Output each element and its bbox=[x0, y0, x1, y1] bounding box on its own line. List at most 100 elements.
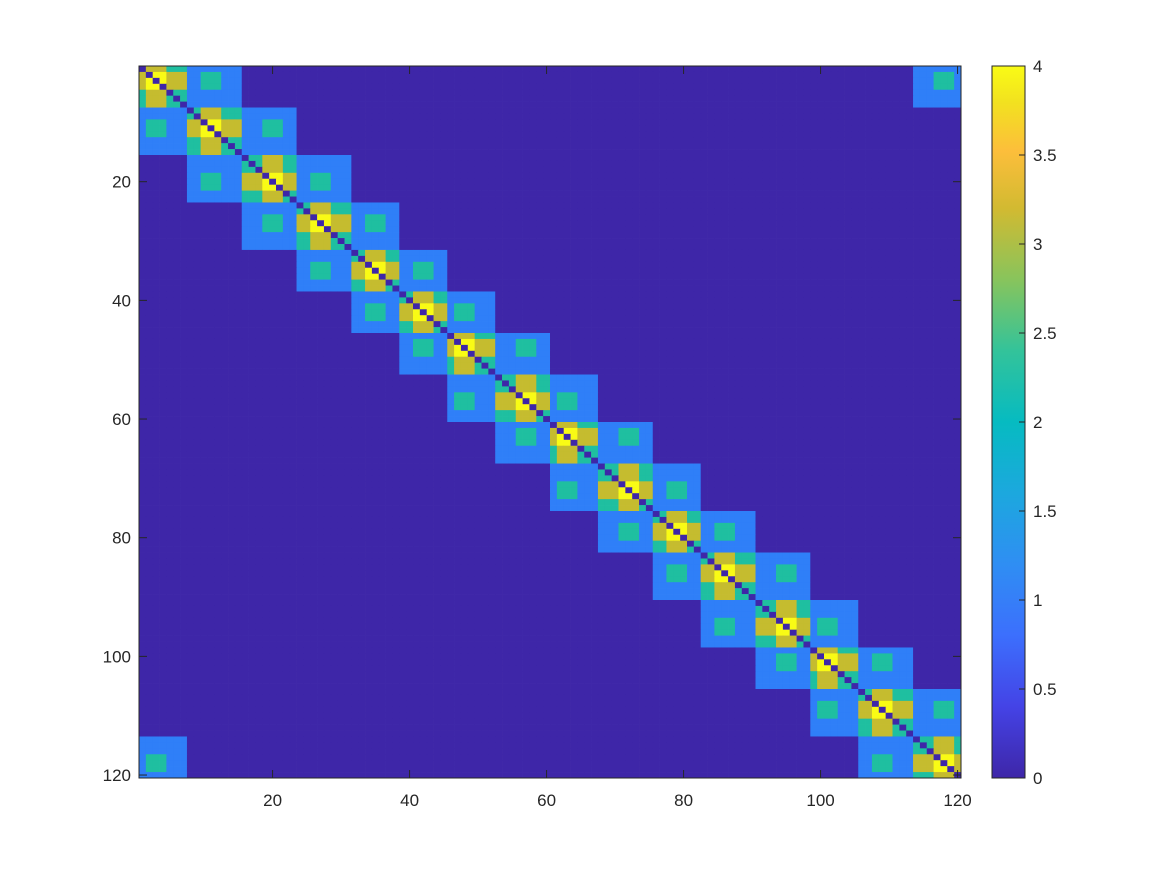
heatmap-cell bbox=[152, 160, 160, 168]
heatmap-cell bbox=[214, 178, 222, 186]
heatmap-cell bbox=[645, 232, 654, 239]
heatmap-cell bbox=[625, 273, 633, 280]
heatmap-cell bbox=[344, 172, 352, 180]
heatmap-cell bbox=[276, 89, 284, 97]
heatmap-cell bbox=[673, 214, 681, 221]
heatmap-cell bbox=[255, 273, 263, 280]
heatmap-cell bbox=[406, 149, 414, 156]
heatmap-cell bbox=[782, 77, 791, 85]
heatmap-cell bbox=[652, 143, 660, 150]
heatmap-cell bbox=[741, 202, 749, 209]
heatmap-cell bbox=[625, 285, 633, 292]
heatmap-cell bbox=[440, 309, 448, 316]
heatmap-cell bbox=[323, 172, 332, 180]
heatmap-cell bbox=[734, 279, 743, 286]
heatmap-cell bbox=[954, 77, 962, 85]
heatmap-cell bbox=[365, 113, 373, 120]
heatmap-cell bbox=[180, 232, 188, 239]
heatmap-cell bbox=[296, 214, 304, 221]
heatmap-cell bbox=[659, 303, 667, 310]
heatmap-cell bbox=[139, 143, 147, 150]
heatmap-cell bbox=[344, 273, 352, 280]
heatmap-cell bbox=[536, 285, 544, 292]
heatmap-cell bbox=[878, 297, 886, 304]
heatmap-cell bbox=[919, 66, 928, 73]
heatmap-cell bbox=[755, 131, 763, 138]
heatmap-cell bbox=[515, 202, 523, 209]
heatmap-cell bbox=[899, 160, 907, 168]
heatmap-cell bbox=[837, 291, 845, 298]
heatmap-cell bbox=[159, 83, 167, 91]
heatmap-cell bbox=[460, 172, 469, 180]
heatmap-cell bbox=[502, 160, 510, 168]
heatmap-cell bbox=[474, 107, 482, 114]
heatmap-cell bbox=[413, 184, 421, 191]
heatmap-cell bbox=[330, 303, 338, 310]
heatmap-cell bbox=[488, 249, 496, 257]
heatmap-cell bbox=[433, 160, 441, 168]
heatmap-cell bbox=[323, 143, 332, 150]
heatmap-cell bbox=[865, 202, 873, 209]
heatmap-cell bbox=[433, 89, 441, 97]
heatmap-cell bbox=[611, 196, 619, 203]
heatmap-cell bbox=[310, 113, 318, 120]
heatmap-cell bbox=[276, 244, 284, 251]
heatmap-cell bbox=[145, 119, 154, 126]
heatmap-cell bbox=[351, 220, 359, 227]
heatmap-cell bbox=[371, 214, 380, 221]
heatmap-cell bbox=[693, 285, 702, 292]
heatmap-cell bbox=[885, 249, 893, 257]
heatmap-cell bbox=[625, 137, 633, 144]
heatmap-cell bbox=[296, 297, 304, 304]
heatmap-cell bbox=[447, 220, 455, 227]
heatmap-cell bbox=[166, 66, 174, 73]
heatmap-cell bbox=[344, 285, 352, 292]
heatmap-cell bbox=[680, 279, 688, 286]
heatmap-cell bbox=[906, 137, 914, 144]
heatmap-cell bbox=[221, 172, 229, 180]
heatmap-cell bbox=[488, 143, 496, 150]
heatmap-cell bbox=[543, 291, 551, 298]
heatmap-cell bbox=[824, 273, 832, 280]
heatmap-cell bbox=[200, 226, 208, 233]
heatmap-cell bbox=[734, 249, 743, 257]
heatmap-cell bbox=[269, 71, 277, 79]
heatmap-cell bbox=[262, 273, 270, 280]
heatmap-cell bbox=[351, 184, 359, 191]
heatmap-cell bbox=[269, 261, 277, 269]
heatmap-cell bbox=[502, 255, 510, 263]
heatmap-cell bbox=[303, 291, 311, 298]
heatmap-cell bbox=[296, 113, 304, 120]
heatmap-cell bbox=[399, 137, 407, 144]
heatmap-cell bbox=[625, 255, 633, 263]
heatmap-cell bbox=[858, 226, 866, 233]
heatmap-cell bbox=[851, 279, 859, 286]
heatmap-cell bbox=[241, 214, 249, 221]
heatmap-cell bbox=[241, 143, 249, 150]
heatmap-cell bbox=[488, 83, 496, 91]
heatmap-cell bbox=[522, 71, 530, 79]
heatmap-cell bbox=[139, 160, 147, 168]
heatmap-cell bbox=[447, 71, 455, 79]
heatmap-cell bbox=[392, 208, 400, 215]
heatmap-cell bbox=[755, 285, 763, 292]
heatmap-cell bbox=[570, 160, 578, 168]
heatmap-cell bbox=[556, 273, 565, 280]
heatmap-cell bbox=[570, 107, 578, 114]
heatmap-cell bbox=[241, 232, 249, 239]
heatmap-cell bbox=[871, 196, 880, 203]
heatmap-cell bbox=[515, 89, 523, 97]
heatmap-cell bbox=[323, 125, 332, 132]
heatmap-cell bbox=[597, 285, 606, 292]
heatmap-cell bbox=[940, 220, 948, 227]
heatmap-cell bbox=[399, 113, 407, 120]
heatmap-cell bbox=[577, 89, 585, 97]
heatmap-cell bbox=[563, 101, 571, 108]
heatmap-cell bbox=[755, 220, 763, 227]
heatmap-cell bbox=[481, 244, 489, 251]
heatmap-cell bbox=[426, 273, 434, 280]
heatmap-cell bbox=[495, 131, 503, 138]
heatmap-cell bbox=[776, 214, 784, 221]
heatmap-cell bbox=[433, 208, 441, 215]
heatmap-cell bbox=[399, 149, 407, 156]
